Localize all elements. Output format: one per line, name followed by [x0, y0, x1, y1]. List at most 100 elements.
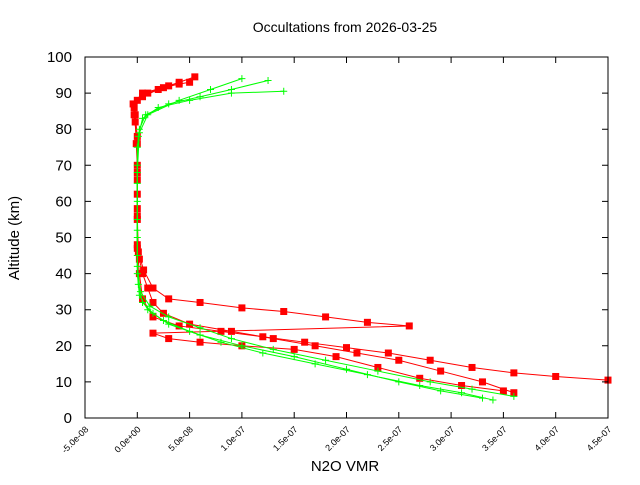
- data-point: [175, 80, 183, 88]
- data-point: [129, 100, 137, 108]
- data-point: [437, 387, 445, 395]
- data-point: [135, 129, 143, 137]
- data-point: [146, 302, 154, 310]
- data-point: [269, 345, 277, 353]
- data-point: [139, 298, 147, 306]
- data-point: [374, 367, 382, 375]
- data-point: [165, 295, 173, 303]
- data-layer: [129, 73, 612, 404]
- data-point: [133, 215, 141, 223]
- x-axis-label: N2O VMR: [311, 458, 380, 475]
- data-point: [227, 335, 235, 343]
- data-point: [133, 270, 141, 278]
- data-point: [264, 76, 272, 84]
- data-point: [144, 284, 152, 292]
- data-point: [139, 89, 147, 97]
- data-point: [468, 385, 476, 393]
- data-point: [144, 111, 152, 119]
- data-point: [552, 372, 560, 380]
- data-point: [196, 331, 204, 339]
- data-point: [139, 114, 147, 122]
- x-tick-label: 5.0e-08: [166, 424, 195, 453]
- plot-frame: [84, 56, 609, 419]
- data-point: [395, 356, 403, 364]
- data-point: [196, 324, 204, 332]
- data-point: [238, 75, 246, 83]
- data-point: [207, 85, 215, 93]
- data-point: [322, 313, 330, 321]
- data-point: [280, 308, 288, 316]
- data-point: [343, 365, 350, 373]
- data-point: [165, 335, 173, 343]
- data-point: [499, 387, 507, 395]
- data-point: [478, 378, 486, 386]
- y-axis-label: Altitude (km): [6, 196, 23, 280]
- data-point: [280, 87, 288, 95]
- data-point: [458, 389, 466, 397]
- data-point: [149, 309, 157, 317]
- data-point: [196, 298, 204, 306]
- data-point: [259, 349, 267, 357]
- data-point: [149, 313, 157, 321]
- x-tick-label: 0.0e+00: [112, 424, 142, 454]
- y-tick-label: 60: [55, 193, 72, 210]
- data-point: [510, 369, 518, 377]
- profile-0-0: [130, 73, 518, 397]
- data-point: [191, 73, 199, 81]
- y-tick-label: 10: [55, 374, 72, 391]
- series-line: [132, 83, 504, 392]
- data-point: [311, 342, 319, 350]
- data-point: [259, 333, 267, 341]
- data-point: [165, 82, 173, 90]
- data-point: [135, 291, 143, 299]
- y-tick-label: 0: [64, 410, 72, 427]
- profile-0-1: [131, 78, 612, 384]
- data-point: [134, 280, 142, 288]
- data-point: [149, 298, 157, 306]
- x-tick-label: 2.0e-07: [323, 424, 352, 453]
- x-tick-label: 1.0e-07: [219, 424, 248, 453]
- y-tick-label: 100: [47, 49, 72, 66]
- data-point: [217, 338, 225, 346]
- y-tick-label: 30: [55, 302, 72, 319]
- data-point: [133, 252, 141, 260]
- data-point: [510, 392, 518, 400]
- x-tick-label: 3.5e-07: [480, 424, 509, 453]
- profile-1-1: [133, 76, 518, 400]
- data-point: [130, 111, 138, 119]
- data-point: [133, 143, 141, 151]
- data-point: [468, 363, 476, 371]
- data-point: [290, 353, 298, 361]
- data-point: [353, 349, 361, 357]
- x-tick-label: 2.5e-07: [376, 424, 405, 453]
- data-point: [416, 374, 424, 382]
- data-point: [134, 248, 142, 256]
- data-point: [238, 342, 246, 350]
- data-point: [186, 78, 194, 86]
- profile-0-2: [129, 80, 507, 395]
- series-line: [136, 90, 494, 401]
- data-point: [238, 304, 246, 312]
- data-point: [384, 349, 392, 357]
- data-point: [343, 344, 350, 352]
- data-point: [165, 320, 173, 328]
- data-point: [140, 266, 148, 274]
- data-point: [301, 338, 309, 346]
- data-point: [489, 396, 497, 404]
- profile-1-2: [133, 75, 486, 402]
- data-point: [133, 169, 141, 177]
- data-point: [149, 284, 157, 292]
- data-point: [426, 356, 434, 364]
- chart-title: Occultations from 2026-03-25: [253, 19, 438, 35]
- data-point: [426, 378, 434, 386]
- data-point: [510, 389, 518, 397]
- data-point: [159, 309, 167, 317]
- y-tick-label: 70: [55, 157, 72, 174]
- data-point: [159, 84, 167, 92]
- data-point: [186, 96, 194, 104]
- data-point: [405, 322, 413, 330]
- profile-1-0: [133, 87, 497, 404]
- series-line: [136, 79, 514, 397]
- data-point: [437, 367, 445, 375]
- data-point: [322, 356, 330, 364]
